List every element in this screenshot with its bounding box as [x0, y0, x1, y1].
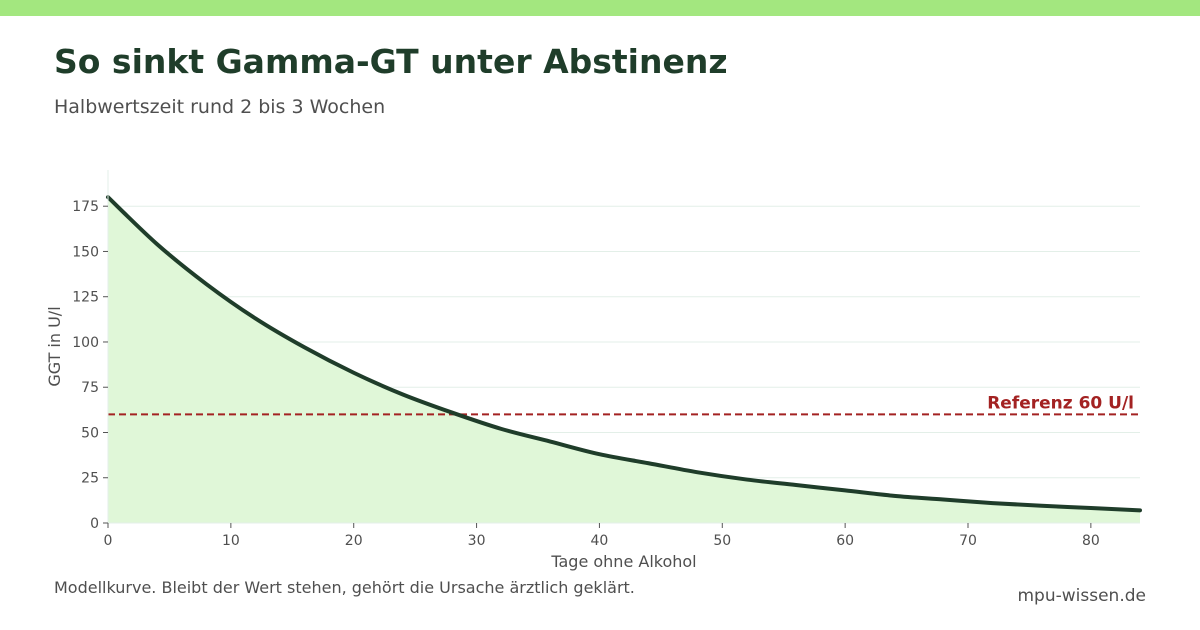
- area-fill: [108, 197, 1140, 523]
- top-accent-bar: [0, 0, 1200, 16]
- x-tick-label: 70: [959, 533, 977, 549]
- series-line: [106, 195, 1142, 513]
- x-tick-label: 10: [222, 533, 240, 549]
- page-subtitle: Halbwertszeit rund 2 bis 3 Wochen: [54, 96, 386, 118]
- y-tick-label: 75: [81, 380, 99, 396]
- y-tick-label: 175: [72, 199, 99, 215]
- x-tick-label: 30: [468, 533, 486, 549]
- page-title: So sinkt Gamma-GT unter Abstinenz: [54, 42, 728, 81]
- y-tick-label: 25: [81, 471, 99, 487]
- footnote: Modellkurve. Bleibt der Wert stehen, geh…: [54, 578, 635, 597]
- x-tick-label: 50: [713, 533, 731, 549]
- reference-label: Referenz 60 U/l: [987, 393, 1134, 413]
- y-tick-label: 150: [72, 244, 99, 260]
- x-axis-label: Tage ohne Alkohol: [550, 552, 696, 571]
- source-label: mpu-wissen.de: [1017, 586, 1147, 606]
- y-tick-label: 0: [90, 516, 99, 532]
- y-tick-label: 50: [81, 425, 99, 441]
- x-tick-label: 80: [1082, 533, 1100, 549]
- y-tick-label: 100: [72, 335, 99, 351]
- x-tick-label: 20: [345, 533, 363, 549]
- x-tick-label: 40: [591, 533, 609, 549]
- y-tick-label: 125: [72, 290, 99, 306]
- y-axis-label: GGT in U/l: [45, 306, 64, 386]
- x-tick-label: 60: [836, 533, 854, 549]
- x-tick-label: 0: [104, 533, 113, 549]
